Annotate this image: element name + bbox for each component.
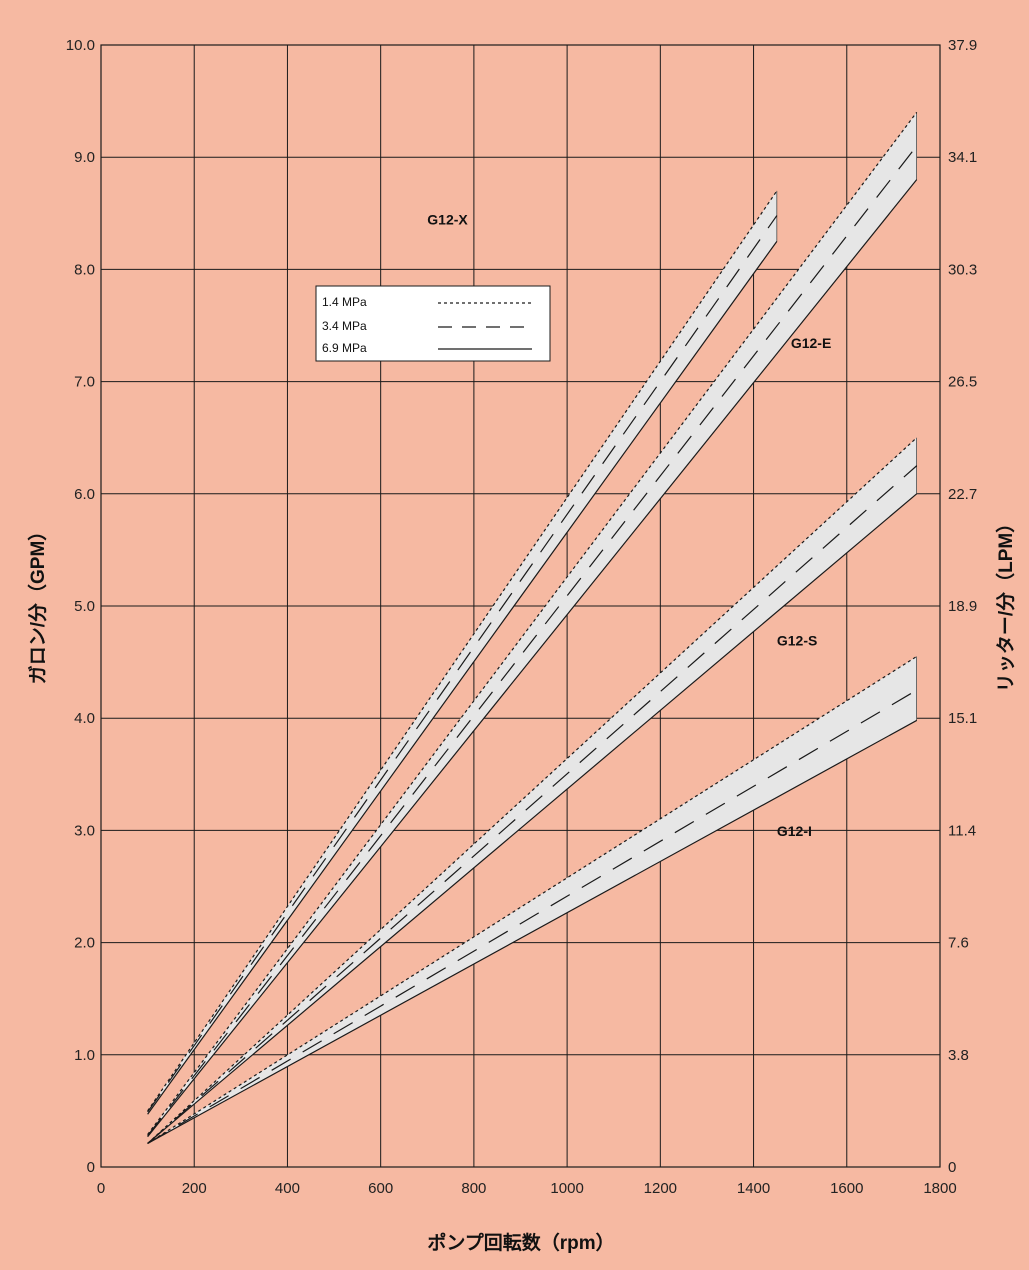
- x-tick-label-5: 1000: [550, 1180, 583, 1197]
- y-tick-label-right-0: 0: [948, 1159, 956, 1176]
- y-tick-label-right-4: 15.1: [948, 710, 977, 727]
- y-tick-label-left-4: 4.0: [74, 710, 95, 727]
- x-tick-label-3: 600: [368, 1180, 393, 1197]
- curve-label-g12-s: G12-S: [777, 632, 817, 648]
- line-g12-i-dashed: [147, 689, 917, 1144]
- flow-lines: [147, 111, 918, 1144]
- x-axis-title: ポンプ回転数（rpm）: [427, 1231, 614, 1254]
- line-g12-s-dashed: [147, 465, 918, 1144]
- legend-label-1: 1.4 MPa: [322, 295, 367, 309]
- y-tick-label-left-8: 8.0: [74, 261, 95, 278]
- y-tick-label-right-5: 18.9: [948, 598, 977, 615]
- line-g12-e-dashed: [147, 145, 918, 1136]
- y-tick-label-left-0: 0: [87, 1159, 95, 1176]
- y-axis-title-right: リッター/分（LPM）: [994, 514, 1017, 692]
- x-tick-label-7: 1400: [737, 1180, 770, 1197]
- y-tick-label-left-1: 1.0: [74, 1047, 95, 1064]
- line-g12-x-solid: [147, 240, 778, 1115]
- band-g12-i: [147, 656, 917, 1144]
- x-tick-label-9: 1800: [923, 1180, 956, 1197]
- y-tick-label-left-3: 3.0: [74, 822, 95, 839]
- curve-label-g12-e: G12-E: [791, 335, 831, 351]
- y-tick-label-right-2: 7.6: [948, 935, 969, 952]
- y-tick-label-right-3: 11.4: [948, 822, 976, 839]
- y-tick-label-left-5: 5.0: [74, 598, 95, 615]
- line-g12-x-dashed: [147, 215, 778, 1113]
- curve-labels: G12-X G12-E G12-S G12-I: [427, 212, 831, 839]
- line-g12-e-solid: [147, 179, 918, 1138]
- band-g12-e: [147, 112, 917, 1137]
- legend-label-3: 6.9 MPa: [322, 341, 367, 355]
- y-tick-label-left-6: 6.0: [74, 486, 95, 503]
- y-axis-title-left: ガロン/分（GPM）: [26, 522, 49, 685]
- y-tick-label-right-10: 37.9: [948, 37, 977, 54]
- x-tick-label-0: 0: [97, 1180, 105, 1197]
- y-tick-label-right-9: 34.1: [948, 149, 977, 166]
- line-g12-s-solid: [147, 493, 918, 1144]
- x-tick-label-4: 800: [461, 1180, 486, 1197]
- curve-label-g12-i: G12-I: [777, 823, 812, 839]
- legend-label-2: 3.4 MPa: [322, 319, 367, 333]
- y-tick-label-right-7: 26.5: [948, 374, 977, 391]
- y-tick-label-right-1: 3.8: [948, 1047, 969, 1064]
- y-tick-label-right-6: 22.7: [948, 486, 977, 503]
- y-tick-label-left-10: 10.0: [66, 37, 95, 54]
- x-tick-label-8: 1600: [830, 1180, 863, 1197]
- y-tick-label-left-9: 9.0: [74, 149, 95, 166]
- legend: 1.4 MPa 3.4 MPa 6.9 MPa: [315, 285, 551, 362]
- line-g12-i-solid: [147, 719, 917, 1144]
- curve-label-g12-x: G12-X: [427, 212, 468, 228]
- tick-labels: 0 200 400 600 800 1000 1200 1400 1600 1800 0 1.0 2.0…: [66, 37, 977, 1197]
- x-tick-label-2: 400: [275, 1180, 300, 1197]
- plot-frame: [100, 44, 941, 1168]
- y-tick-label-left-2: 2.0: [74, 935, 95, 952]
- x-tick-label-1: 200: [182, 1180, 207, 1197]
- line-g12-i-dotted: [147, 655, 918, 1144]
- y-tick-label-right-8: 30.3: [948, 261, 977, 278]
- x-tick-label-6: 1200: [644, 1180, 677, 1197]
- y-tick-label-left-7: 7.0: [74, 374, 95, 391]
